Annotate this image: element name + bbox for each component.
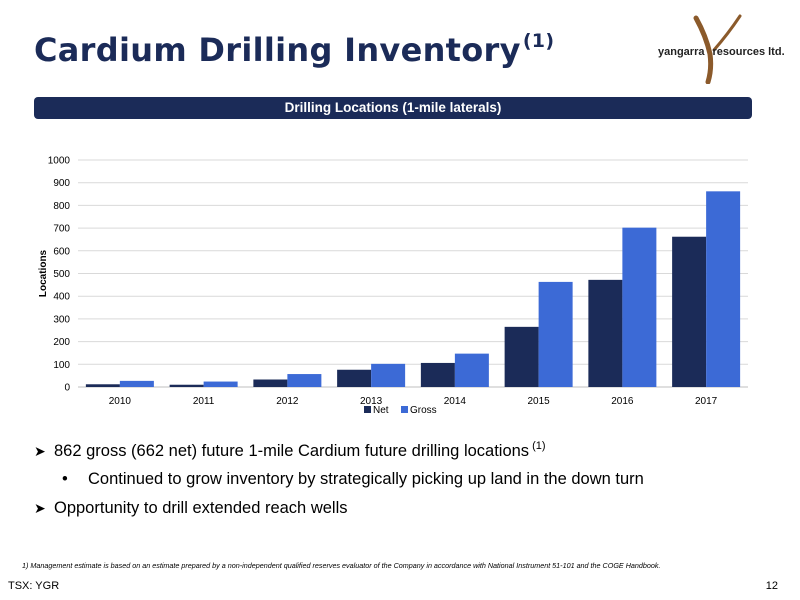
- bullet-item-1: ➤ 862 gross (662 net) future 1-mile Cardi…: [34, 440, 546, 461]
- ticker-symbol: TSX: YGR: [8, 580, 60, 592]
- drilling-locations-chart: 0 100 200 300 400 500 600 700 800 900 1000 Location…: [38, 156, 748, 416]
- company-logo: yangarra resources ltd.: [648, 14, 788, 84]
- logo-y-mark-icon: [693, 14, 742, 84]
- y-tick-label: 0: [64, 383, 70, 394]
- bar-net-2016: [588, 279, 623, 387]
- bar-gross-2013: [371, 363, 406, 387]
- bar-gross-2015: [538, 281, 573, 387]
- bar-gross-2012: [287, 374, 322, 387]
- bar-gross-2017: [706, 191, 741, 387]
- bar-net-2013: [337, 369, 372, 387]
- arrow-bullet-icon: ➤: [34, 443, 46, 459]
- legend-swatch-net: [364, 406, 371, 413]
- bar-gross-2010: [119, 380, 154, 387]
- bar-net-2011: [169, 384, 204, 387]
- x-tick-label: 2013: [360, 396, 383, 407]
- bullet-2-text: Continued to grow inventory by strategic…: [88, 470, 644, 488]
- y-tick-label: 400: [53, 292, 70, 303]
- x-tick-label: 2015: [528, 396, 551, 407]
- bullet-1-superscript: (1): [532, 440, 546, 452]
- bar-net-2015: [504, 326, 539, 387]
- x-tick-label: 2010: [109, 396, 132, 407]
- bullet-item-3: ➤ Opportunity to drill extended reach wel…: [34, 499, 348, 518]
- arrow-bullet-icon: ➤: [34, 500, 46, 516]
- y-tick-label: 100: [53, 360, 70, 371]
- logo-left-text: yangarra: [658, 46, 705, 58]
- x-tick-label: 2011: [193, 396, 215, 407]
- y-tick-label: 300: [53, 314, 70, 325]
- bar-gross-2011: [203, 381, 238, 387]
- y-tick-label: 1000: [48, 156, 71, 167]
- bar-net-2010: [85, 384, 120, 387]
- bar-gross-2016: [622, 227, 657, 387]
- bullet-1-text: 862 gross (662 net) future 1-mile Cardiu…: [54, 442, 530, 460]
- y-tick-label: 700: [53, 224, 70, 235]
- chart-banner: Drilling Locations (1-mile laterals): [34, 97, 752, 119]
- page-number: 12: [765, 580, 778, 592]
- legend-label-net: Net: [373, 405, 389, 416]
- y-tick-label: 200: [53, 337, 70, 348]
- bar-net-2012: [253, 379, 288, 387]
- bar-gross-2014: [454, 353, 489, 387]
- page-title-text: Cardium Drilling Inventory: [34, 31, 521, 69]
- bar-net-2017: [672, 236, 707, 387]
- x-tick-label: 2017: [695, 396, 718, 407]
- title-superscript: (1): [522, 30, 555, 52]
- legend-swatch-gross: [401, 406, 408, 413]
- x-tick-label: 2014: [444, 396, 467, 407]
- y-tick-label: 800: [53, 201, 70, 212]
- footnote: 1) Management estimate is based on an es…: [22, 561, 661, 570]
- y-tick-label: 600: [53, 246, 70, 257]
- x-tick-label: 2016: [611, 396, 634, 407]
- bullet-3-text: Opportunity to drill extended reach well…: [54, 499, 348, 517]
- bullet-item-2: • Continued to grow inventory by strategi…: [62, 470, 644, 489]
- x-tick-label: 2012: [276, 396, 299, 407]
- y-tick-label: 500: [53, 269, 70, 280]
- logo-right-text: resources ltd.: [712, 46, 785, 58]
- dot-bullet-icon: •: [62, 470, 68, 488]
- page-title: Cardium Drilling Inventory (1): [34, 30, 554, 69]
- y-axis-label: Locations: [38, 249, 49, 297]
- bar-net-2014: [420, 362, 455, 387]
- y-tick-label: 900: [53, 178, 70, 189]
- legend-label-gross: Gross: [410, 405, 437, 416]
- logo-text: yangarra resources ltd.: [658, 46, 785, 58]
